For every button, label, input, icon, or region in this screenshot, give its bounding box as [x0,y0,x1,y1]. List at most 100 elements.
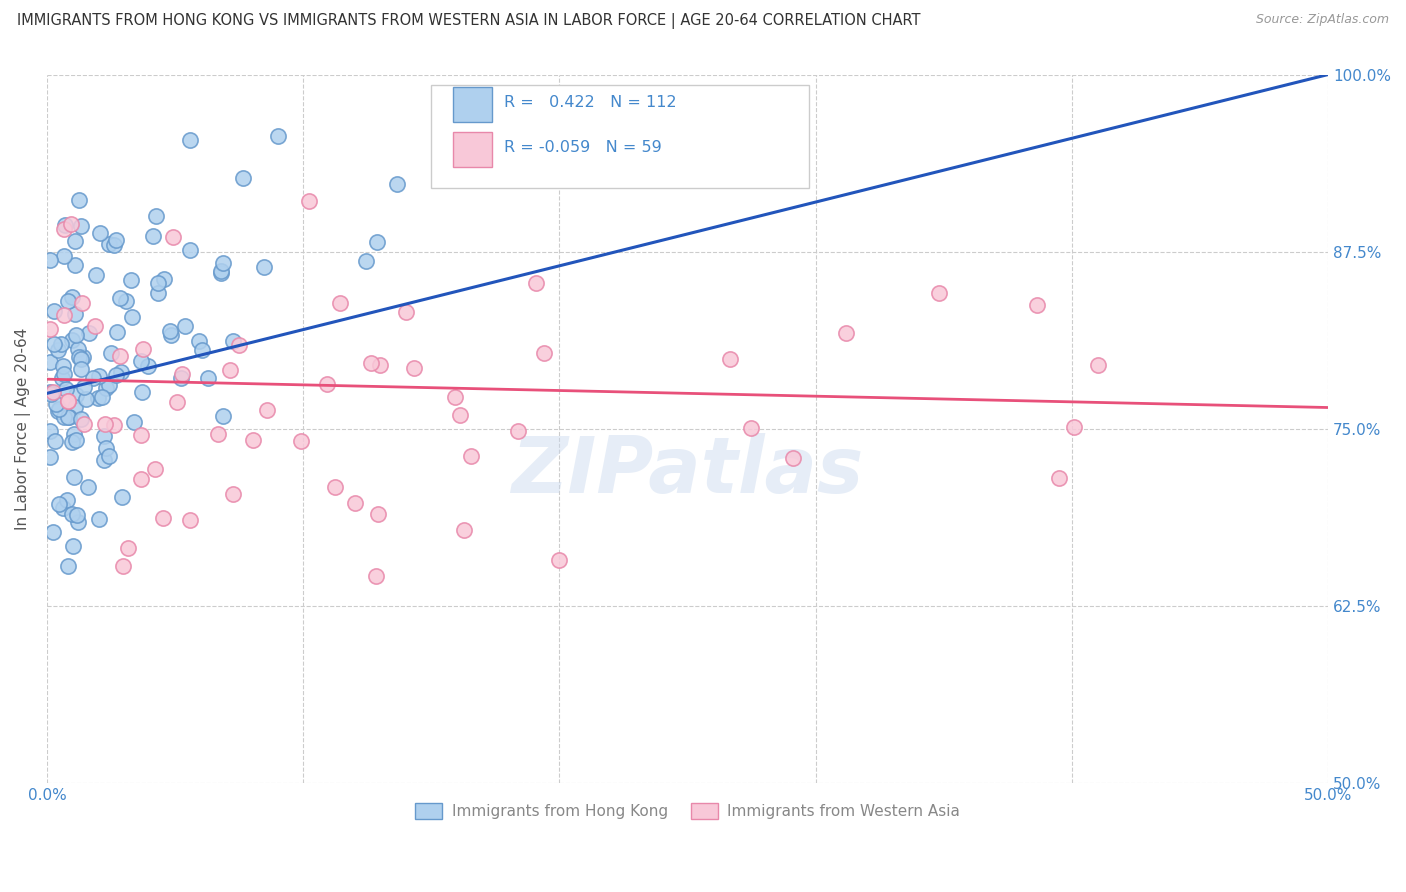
Point [222,487,245,501]
Legend: Immigrants from Hong Kong, Immigrants from Western Asia: Immigrants from Hong Kong, Immigrants fr… [409,797,966,825]
Point [188,334,211,349]
Text: Source: ZipAtlas.com: Source: ZipAtlas.com [1256,13,1389,27]
Point [136,359,159,373]
FancyBboxPatch shape [453,87,492,122]
Point [120,273,142,287]
Point [45,397,67,411]
Point [174,319,197,334]
Point [131,384,153,399]
Point [129,427,152,442]
Point [48,498,70,512]
Point [42,337,65,351]
Point [740,421,762,435]
Point [356,254,378,268]
Point [132,342,155,356]
Point [928,286,950,301]
Point [62,539,84,553]
Point [66,516,89,530]
Point [190,343,212,358]
Point [72,296,94,310]
Point [56,409,79,424]
Point [63,469,86,483]
Text: ZIPatlas: ZIPatlas [512,434,863,509]
Point [170,370,193,384]
Point [97,450,120,464]
Point [94,441,117,455]
Point [297,194,319,209]
Point [93,452,115,467]
Point [65,433,87,447]
Point [98,377,121,392]
Text: IMMIGRANTS FROM HONG KONG VS IMMIGRANTS FROM WESTERN ASIA IN LABOR FORCE | AGE 2: IMMIGRANTS FROM HONG KONG VS IMMIGRANTS … [17,13,921,29]
Point [53,222,76,236]
Point [290,434,312,449]
Point [267,128,290,143]
Point [70,219,93,233]
Point [82,371,104,385]
Point [402,360,425,375]
Point [209,264,232,278]
Point [42,304,65,318]
Point [1025,298,1047,312]
Point [162,229,184,244]
Point [96,381,118,395]
Point [53,218,76,232]
Point [122,416,145,430]
Point [53,368,76,382]
Point [166,395,188,409]
Point [70,412,93,426]
Point [105,325,128,339]
Point [160,328,183,343]
Point [253,260,276,275]
FancyBboxPatch shape [453,132,492,167]
Point [51,337,73,351]
Point [67,350,90,364]
Point [44,434,66,448]
Point [38,425,60,439]
Point [42,384,65,399]
Point [55,382,77,396]
Point [51,371,73,385]
Point [67,194,90,208]
Point [256,403,278,417]
Point [443,390,465,404]
Point [41,386,63,401]
Point [232,170,254,185]
Point [77,480,100,494]
Point [112,559,135,574]
Point [387,178,409,192]
Point [110,291,132,305]
Point [65,387,87,401]
Point [62,427,84,442]
Point [84,318,107,333]
Point [129,472,152,486]
Point [63,258,86,272]
Point [38,384,60,399]
Point [228,337,250,351]
Point [72,350,94,364]
Point [219,363,242,377]
Point [129,354,152,368]
Point [94,417,117,432]
Point [89,368,111,383]
Point [86,268,108,282]
Point [366,235,388,249]
Point [53,249,76,263]
Point [75,392,97,407]
Point [315,377,337,392]
Point [93,429,115,443]
Point [87,391,110,405]
Point [56,493,79,508]
Point [152,511,174,525]
Point [533,346,555,360]
Point [197,371,219,385]
Point [52,359,75,373]
Point [547,552,569,566]
Point [207,427,229,442]
Point [142,229,165,244]
Point [329,295,352,310]
Point [121,310,143,325]
Point [67,342,90,356]
Point [39,386,62,401]
Point [65,328,87,343]
